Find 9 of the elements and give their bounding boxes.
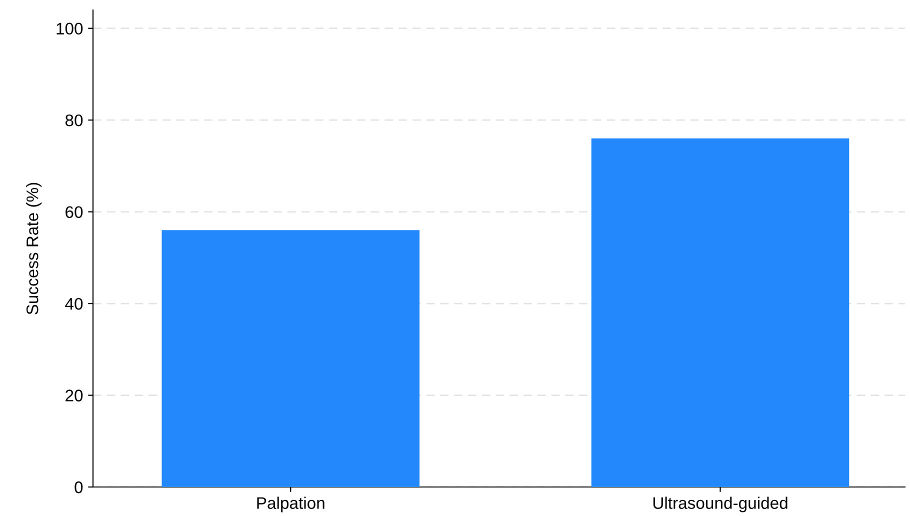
y-tick-label: 100 — [56, 22, 83, 35]
y-tick-label: 60 — [66, 206, 83, 218]
y-tick-label: 0 — [74, 481, 83, 494]
y-tick-label: 80 — [65, 114, 83, 126]
y-tick-label: 40 — [65, 298, 83, 310]
y-tick-label: 20 — [66, 390, 83, 402]
y-axis-title: Success Rate (%) — [26, 182, 42, 314]
x-tick-label: Ultrasound-guided — [653, 496, 788, 512]
x-tick-label: Palpation — [257, 496, 324, 512]
